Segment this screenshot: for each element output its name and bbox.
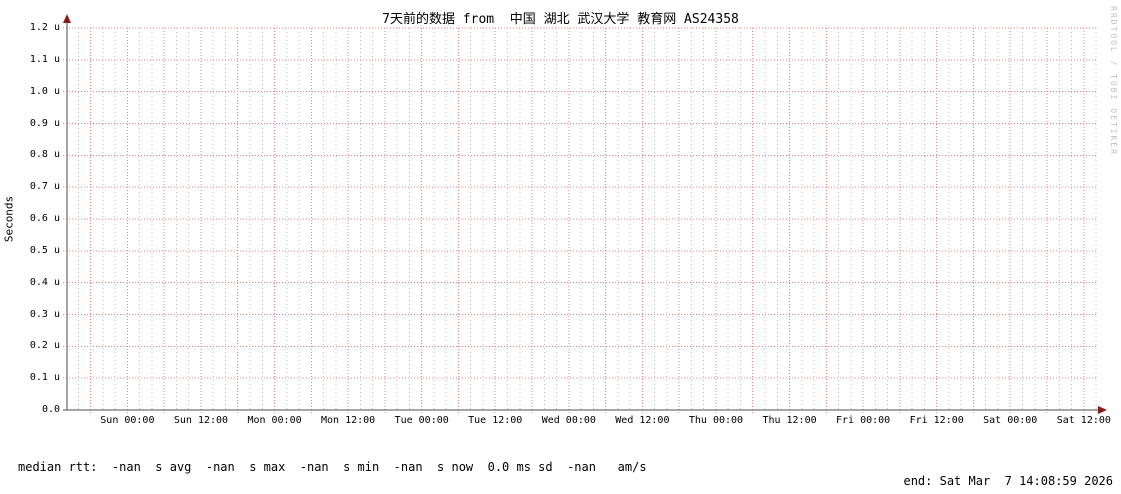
x-tick-label: Wed 12:00 xyxy=(615,415,670,426)
y-tick-label: 1.2 u xyxy=(29,22,60,33)
y-tick-label: 0.1 u xyxy=(29,372,60,384)
x-tick-label: Sun 00:00 xyxy=(100,415,155,426)
y-tick-label: 0.8 u xyxy=(29,149,60,161)
x-axis-arrow xyxy=(1098,406,1107,414)
y-tick-label: 0.4 u xyxy=(29,276,60,288)
x-tick-label: Thu 00:00 xyxy=(688,415,744,426)
y-tick-label: 0.7 u xyxy=(29,181,60,193)
x-tick-label: Fri 12:00 xyxy=(909,415,964,426)
y-tick-label: 0.3 u xyxy=(29,308,60,320)
x-tick-label: Wed 00:00 xyxy=(541,415,596,426)
y-tick-label: 0.9 u xyxy=(29,117,60,129)
median-rtt-line: median rtt: -nan s avg -nan s max -nan s… xyxy=(18,459,647,474)
x-tick-label: Tue 00:00 xyxy=(394,415,449,426)
y-tick-label: 1.1 u xyxy=(29,53,60,65)
x-tick-label: Sat 12:00 xyxy=(1056,415,1111,426)
y-axis-arrow xyxy=(63,14,71,23)
legend: median rtt: -nan s avg -nan s max -nan s… xyxy=(18,430,647,494)
x-tick-label: Thu 12:00 xyxy=(762,415,817,426)
y-tick-label: 0.5 u xyxy=(29,244,60,256)
y-tick-label: 0.6 u xyxy=(29,213,60,224)
x-tick-label: Tue 12:00 xyxy=(468,415,523,426)
x-tick-label: Mon 00:00 xyxy=(247,415,302,426)
rrdtool-watermark: RRDTOOL / TOBI OETIKER xyxy=(1109,6,1118,156)
x-tick-label: Mon 12:00 xyxy=(321,415,376,426)
y-tick-label: 0.2 u xyxy=(29,340,60,352)
y-tick-label: 1.0 u xyxy=(29,85,60,97)
end-timestamp: end: Sat Mar 7 14:08:59 2026 xyxy=(903,474,1113,488)
x-tick-label: Sun 12:00 xyxy=(173,415,229,426)
chart-title: 7天前的数据 from 中国 湖北 武汉大学 教育网 AS24358 xyxy=(382,12,739,27)
y-tick-label: 0.0 xyxy=(41,404,60,415)
x-tick-label: Sat 00:00 xyxy=(983,415,1038,426)
x-tick-label: Fri 00:00 xyxy=(836,415,891,426)
